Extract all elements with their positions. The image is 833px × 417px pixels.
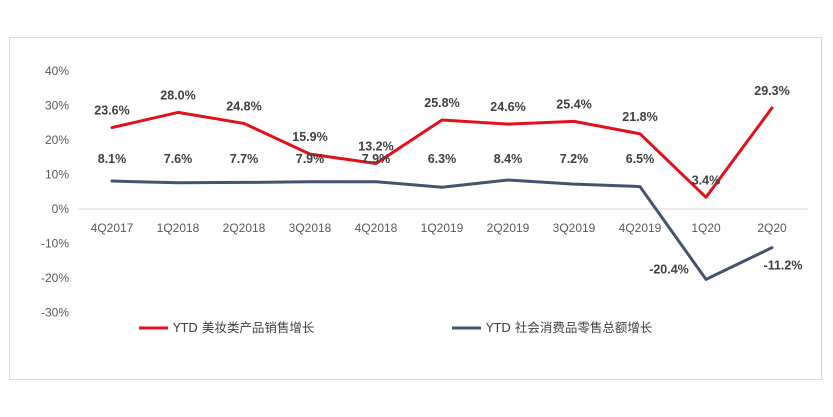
x-tick-label: 4Q2017 [91, 221, 134, 235]
data-label-series-2: 6.5% [626, 152, 655, 166]
data-label-series-2: 7.9% [362, 152, 391, 166]
data-label-series-1: 29.3% [754, 84, 789, 98]
data-label-series-1: 13.2% [358, 139, 393, 153]
x-tick-label: 1Q2018 [157, 221, 200, 235]
y-tick-label: -20% [41, 271, 69, 285]
data-label-series-2: -20.4% [649, 262, 689, 276]
y-tick-label: 20% [45, 133, 69, 147]
y-tick-label: -10% [41, 237, 69, 251]
data-label-series-2: 7.6% [164, 152, 193, 166]
x-tick-label: 1Q2019 [421, 221, 464, 235]
x-tick-label: 2Q2019 [487, 221, 530, 235]
data-label-series-1: 21.8% [622, 110, 657, 124]
x-tick-label: 4Q2019 [619, 221, 662, 235]
y-tick-label: 30% [45, 99, 69, 113]
data-label-series-1: 23.6% [94, 104, 129, 118]
series-line-2 [110, 178, 774, 281]
data-label-series-2: 8.1% [98, 152, 127, 166]
legend-label-series-1: YTD 美妆类产品销售增长 [172, 320, 315, 335]
y-tick-label: 0% [52, 202, 70, 216]
data-label-series-1: 3.4% [692, 173, 721, 187]
data-label-series-1: 25.8% [424, 96, 459, 110]
data-label-series-2: 6.3% [428, 152, 457, 166]
data-label-series-1: 28.0% [160, 88, 195, 102]
data-label-series-2: 7.9% [296, 152, 325, 166]
y-tick-label: -30% [41, 306, 69, 320]
data-label-series-1: 25.4% [556, 97, 591, 111]
x-tick-label: 2Q20 [757, 221, 787, 235]
legend-label-series-2: YTD 社会消费品零售总额增长 [485, 320, 653, 335]
data-label-series-1: 15.9% [292, 130, 327, 144]
data-label-series-2: 7.2% [560, 152, 589, 166]
data-label-series-2: 7.7% [230, 152, 259, 166]
data-label-series-1: 24.8% [226, 99, 261, 113]
series-line-1 [110, 106, 774, 199]
y-tick-label: 10% [45, 168, 69, 182]
x-tick-label: 3Q2019 [553, 221, 596, 235]
data-label-series-2: -11.2% [764, 259, 803, 273]
x-tick-label: 1Q20 [691, 221, 721, 235]
data-label-series-1: 24.6% [490, 100, 525, 114]
x-tick-label: 3Q2018 [289, 221, 332, 235]
x-tick-label: 2Q2018 [223, 221, 266, 235]
data-label-series-2: 8.4% [494, 152, 523, 166]
y-tick-label: 40% [45, 64, 69, 78]
x-tick-label: 4Q2018 [355, 221, 398, 235]
